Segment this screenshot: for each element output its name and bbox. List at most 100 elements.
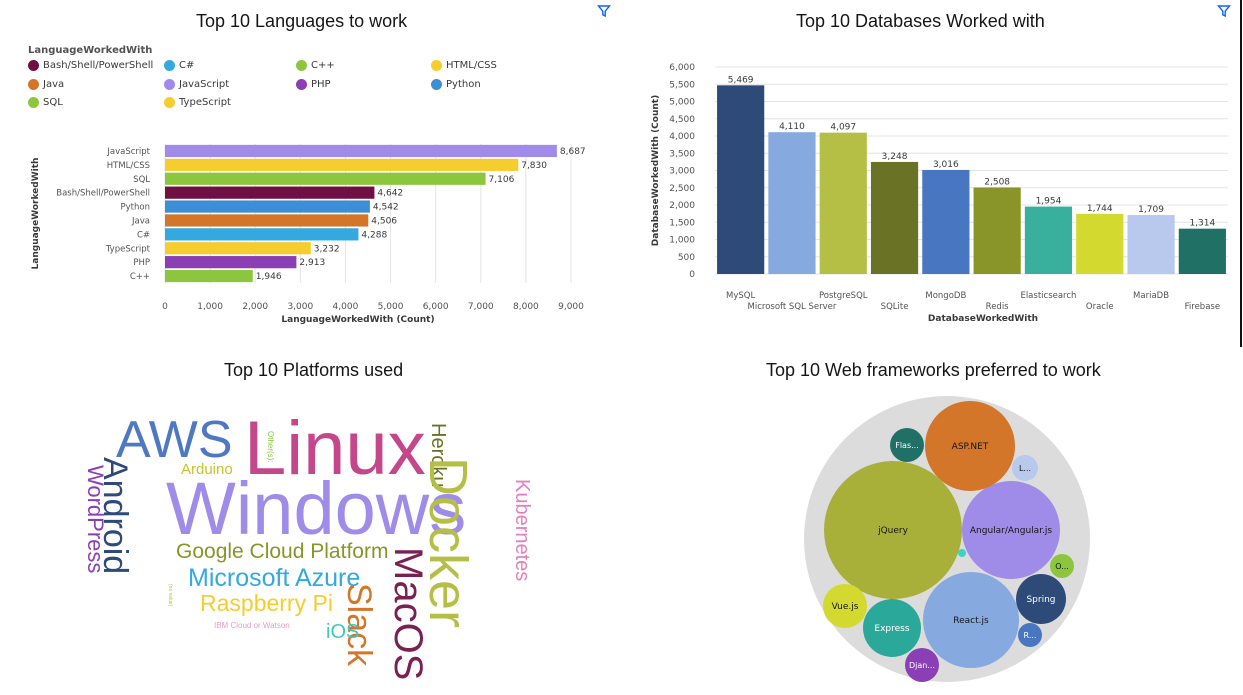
bar — [165, 256, 297, 269]
legend-swatch — [164, 79, 175, 90]
word-cloud-word: Google Cloud Platform — [176, 540, 389, 563]
legend-item[interactable]: SQL — [28, 97, 63, 108]
data-label: 7,830 — [521, 161, 547, 171]
frameworks-chart-title: Top 10 Web frameworks preferred to work — [766, 360, 1101, 380]
y-tick-label: 2,000 — [669, 201, 695, 211]
bubble — [823, 584, 867, 628]
x-tick-label: 6,000 — [423, 302, 449, 312]
legend-item[interactable]: JavaScript — [164, 79, 229, 90]
legend-item[interactable]: TypeScript — [164, 97, 231, 108]
y-axis-label: DatabaseWorkedWith (Count) — [651, 95, 661, 246]
legend-swatch — [164, 97, 175, 108]
data-label: 1,744 — [1087, 204, 1113, 214]
legend-swatch — [296, 79, 307, 90]
bar — [165, 242, 311, 255]
data-label: 1,314 — [1189, 219, 1215, 229]
legend-swatch — [431, 60, 442, 71]
data-label: 2,913 — [299, 258, 325, 268]
x-tick-label: MongoDB — [925, 291, 966, 301]
y-tick-label: PHP — [133, 258, 150, 268]
word-cloud-word: IBM Cloud or Watson — [214, 621, 290, 630]
data-label: 1,709 — [1138, 205, 1164, 215]
bubble — [1050, 554, 1074, 578]
filter-icon[interactable] — [1217, 4, 1231, 18]
legend-label: TypeScript — [179, 97, 231, 108]
x-tick-label: Firebase — [1185, 302, 1220, 312]
legend-item[interactable]: C# — [164, 60, 194, 71]
panel-divider — [1240, 0, 1242, 347]
legend-item[interactable]: HTML/CSS — [431, 60, 497, 71]
word-cloud-word: MacOS — [386, 547, 430, 681]
legend-label: C++ — [311, 60, 335, 71]
x-tick-label: Microsoft SQL Server — [748, 302, 837, 312]
bubble-label: jQuery — [877, 526, 909, 536]
y-tick-label: Java — [131, 216, 150, 226]
x-tick-label: MySQL — [726, 291, 755, 301]
data-label: 1,946 — [256, 272, 282, 282]
x-tick-label: MariaDB — [1133, 291, 1169, 301]
y-tick-label: HTML/CSS — [107, 161, 150, 171]
bubble-label: L... — [1019, 464, 1031, 473]
bar — [870, 161, 919, 274]
legend-item[interactable]: Python — [431, 79, 481, 90]
frameworks-panel: Top 10 Web frameworks preferred to work … — [620, 347, 1240, 695]
legend-item[interactable]: Bash/Shell/PowerShell — [28, 60, 153, 71]
legend-swatch — [28, 60, 39, 71]
word-cloud-word: iOS — [326, 621, 360, 643]
x-tick-label: 9,000 — [558, 302, 584, 312]
word-cloud-word: Arduino — [181, 461, 233, 478]
word-cloud-word: Other(s): — [266, 431, 275, 463]
legend-item[interactable]: Java — [28, 79, 64, 90]
data-label: 1,954 — [1036, 197, 1062, 207]
y-tick-label: 6,000 — [669, 63, 695, 73]
bubble-label: Express — [874, 624, 909, 634]
bar — [1024, 206, 1073, 274]
x-tick-label: Elasticsearch — [1020, 291, 1076, 301]
legend-item[interactable]: C++ — [296, 60, 335, 71]
legend-label: HTML/CSS — [446, 60, 497, 71]
bar — [165, 172, 486, 185]
data-label: 3,232 — [314, 244, 340, 254]
legend-label: C# — [179, 60, 195, 71]
data-label: 5,469 — [728, 75, 754, 85]
x-tick-label: Redis — [986, 302, 1010, 312]
bubble-label: O... — [1055, 562, 1069, 571]
legend-swatch — [164, 60, 175, 71]
y-axis-label: LanguageWorkedWith — [31, 158, 41, 270]
legend-label: PHP — [311, 79, 331, 90]
bar — [165, 228, 359, 241]
bubble — [863, 599, 921, 657]
languages-legend-title: LanguageWorkedWith — [28, 45, 153, 56]
legend-swatch — [296, 60, 307, 71]
databases-chart-title: Top 10 Databases Worked with — [796, 11, 1045, 31]
platforms-panel: Top 10 Platforms used AWS Linux Other(s): H… — [0, 347, 620, 695]
legend-label: Python — [446, 79, 481, 90]
x-tick-label: 5,000 — [378, 302, 404, 312]
data-label: 4,642 — [377, 189, 403, 199]
bar — [165, 214, 369, 227]
languages-panel: Top 10 Languages to work LanguageWorkedW… — [0, 0, 620, 340]
data-label: 4,097 — [830, 123, 856, 133]
bar — [165, 144, 557, 158]
bubble — [1012, 455, 1038, 481]
word-cloud-word: Linux — [244, 406, 426, 491]
legend-label: Java — [43, 79, 65, 90]
bar — [973, 187, 1021, 274]
bubble-label: Spring — [1026, 595, 1055, 605]
bubble-label: Vue.js — [832, 602, 859, 612]
bubble — [958, 549, 966, 557]
legend-label: JavaScript — [179, 79, 230, 90]
x-tick-label: 7,000 — [468, 302, 494, 312]
word-cloud-word: (no value) — [167, 584, 173, 607]
filter-icon[interactable] — [597, 4, 611, 18]
bar — [922, 169, 970, 274]
bubble — [923, 572, 1019, 668]
data-label: 4,506 — [371, 216, 397, 226]
x-tick-label: 8,000 — [513, 302, 539, 312]
y-tick-label: 1,500 — [669, 218, 695, 228]
bubble-label: ASP.NET — [952, 442, 989, 452]
y-tick-label: 5,500 — [669, 80, 695, 90]
word-cloud-word: Raspberry Pi — [200, 590, 333, 616]
legend-item[interactable]: PHP — [296, 79, 331, 90]
bubble — [925, 401, 1015, 491]
